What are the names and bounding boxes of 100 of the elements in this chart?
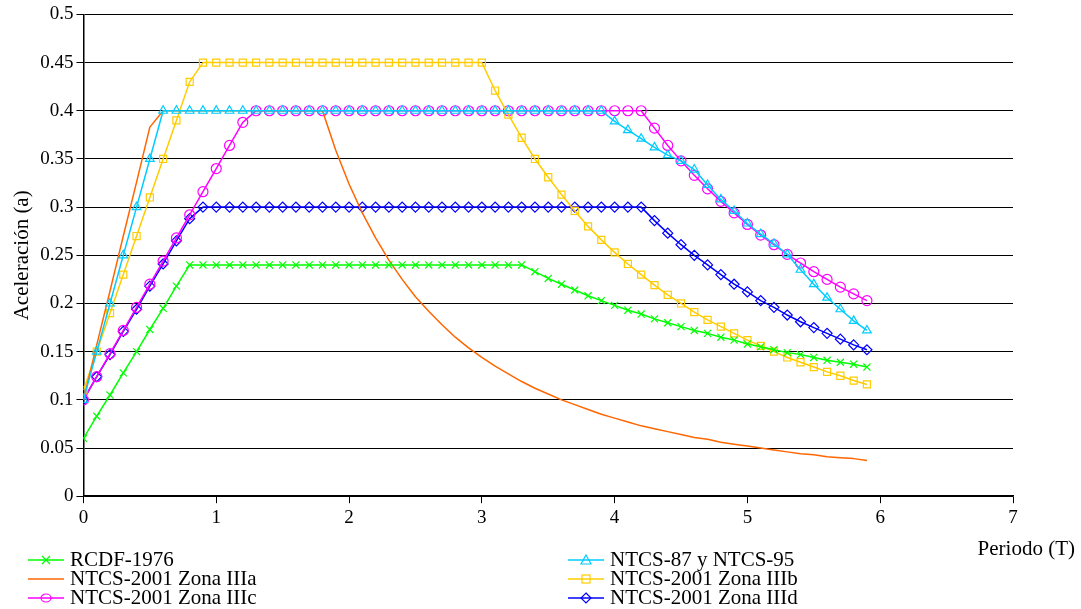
point bbox=[743, 335, 752, 345]
point bbox=[409, 201, 422, 213]
point bbox=[821, 327, 833, 339]
point bbox=[212, 58, 221, 67]
point bbox=[305, 58, 314, 67]
point bbox=[808, 321, 820, 334]
point bbox=[237, 105, 248, 114]
point bbox=[862, 324, 872, 334]
point bbox=[649, 141, 660, 151]
point bbox=[542, 201, 554, 213]
point bbox=[316, 201, 329, 213]
point bbox=[145, 325, 154, 334]
point bbox=[741, 286, 754, 298]
point bbox=[648, 215, 661, 227]
point bbox=[861, 344, 873, 356]
x-tick-label: 1 bbox=[211, 505, 221, 527]
point bbox=[530, 154, 540, 164]
point bbox=[210, 201, 222, 213]
y-tick-label: 0.25 bbox=[40, 243, 74, 265]
point bbox=[331, 58, 340, 67]
point bbox=[172, 282, 181, 291]
point bbox=[702, 179, 713, 189]
x-axis-title: Periodo (T) bbox=[977, 536, 1075, 561]
point bbox=[197, 201, 209, 213]
y-tick-label: 0.05 bbox=[40, 436, 74, 457]
point bbox=[265, 58, 274, 67]
y-tick-label: 0.3 bbox=[49, 195, 74, 217]
point bbox=[794, 257, 807, 269]
point bbox=[144, 153, 155, 163]
point bbox=[504, 260, 513, 270]
point bbox=[701, 259, 714, 271]
x-tick-label: 7 bbox=[1008, 505, 1018, 527]
point bbox=[490, 260, 500, 270]
point bbox=[822, 292, 833, 301]
point bbox=[223, 139, 236, 152]
point bbox=[663, 318, 672, 327]
point bbox=[132, 231, 141, 241]
point bbox=[662, 227, 674, 239]
y-tick-label: 0.15 bbox=[40, 339, 74, 361]
point bbox=[265, 260, 274, 270]
point bbox=[663, 290, 672, 299]
point bbox=[451, 260, 460, 270]
point bbox=[225, 58, 234, 67]
point bbox=[796, 358, 805, 367]
point bbox=[715, 193, 726, 203]
point bbox=[396, 201, 408, 213]
point bbox=[834, 333, 846, 345]
y-tick-label: 0.5 bbox=[49, 2, 74, 24]
point bbox=[662, 139, 674, 152]
point bbox=[809, 353, 818, 362]
point bbox=[330, 201, 342, 213]
point bbox=[119, 368, 128, 377]
point bbox=[836, 358, 845, 367]
point bbox=[225, 260, 234, 270]
point bbox=[583, 291, 593, 300]
point bbox=[835, 303, 846, 313]
point bbox=[318, 260, 327, 270]
point bbox=[743, 339, 752, 349]
point bbox=[557, 280, 566, 289]
point bbox=[555, 201, 568, 213]
point bbox=[676, 299, 686, 308]
point bbox=[848, 288, 860, 300]
point bbox=[689, 163, 700, 173]
point bbox=[834, 281, 846, 293]
point bbox=[224, 105, 235, 114]
point bbox=[504, 110, 513, 119]
point bbox=[635, 105, 647, 117]
point bbox=[796, 350, 805, 359]
point bbox=[742, 217, 753, 227]
point bbox=[597, 235, 606, 245]
point bbox=[795, 264, 806, 273]
point bbox=[278, 58, 287, 67]
point bbox=[570, 285, 579, 295]
point bbox=[822, 367, 832, 377]
point bbox=[848, 315, 859, 324]
point bbox=[212, 260, 221, 270]
point bbox=[449, 201, 461, 213]
point bbox=[423, 201, 435, 213]
point bbox=[637, 309, 646, 319]
point bbox=[464, 260, 473, 270]
point bbox=[238, 260, 247, 270]
point bbox=[344, 260, 354, 270]
legend-label: NTCS-2001 Zona IIId bbox=[610, 585, 798, 609]
point bbox=[371, 260, 380, 270]
point bbox=[184, 105, 195, 114]
x-tick-label: 5 bbox=[742, 505, 753, 527]
y-tick-label: 0.35 bbox=[40, 146, 74, 168]
point bbox=[715, 195, 727, 207]
point bbox=[794, 316, 807, 328]
point bbox=[477, 58, 486, 67]
point bbox=[92, 412, 101, 421]
point bbox=[305, 260, 314, 270]
point bbox=[343, 201, 355, 213]
point bbox=[730, 335, 739, 345]
point bbox=[490, 86, 500, 95]
point bbox=[783, 348, 792, 357]
point bbox=[411, 260, 420, 270]
point bbox=[517, 260, 526, 270]
point bbox=[172, 116, 181, 125]
point bbox=[849, 360, 858, 369]
